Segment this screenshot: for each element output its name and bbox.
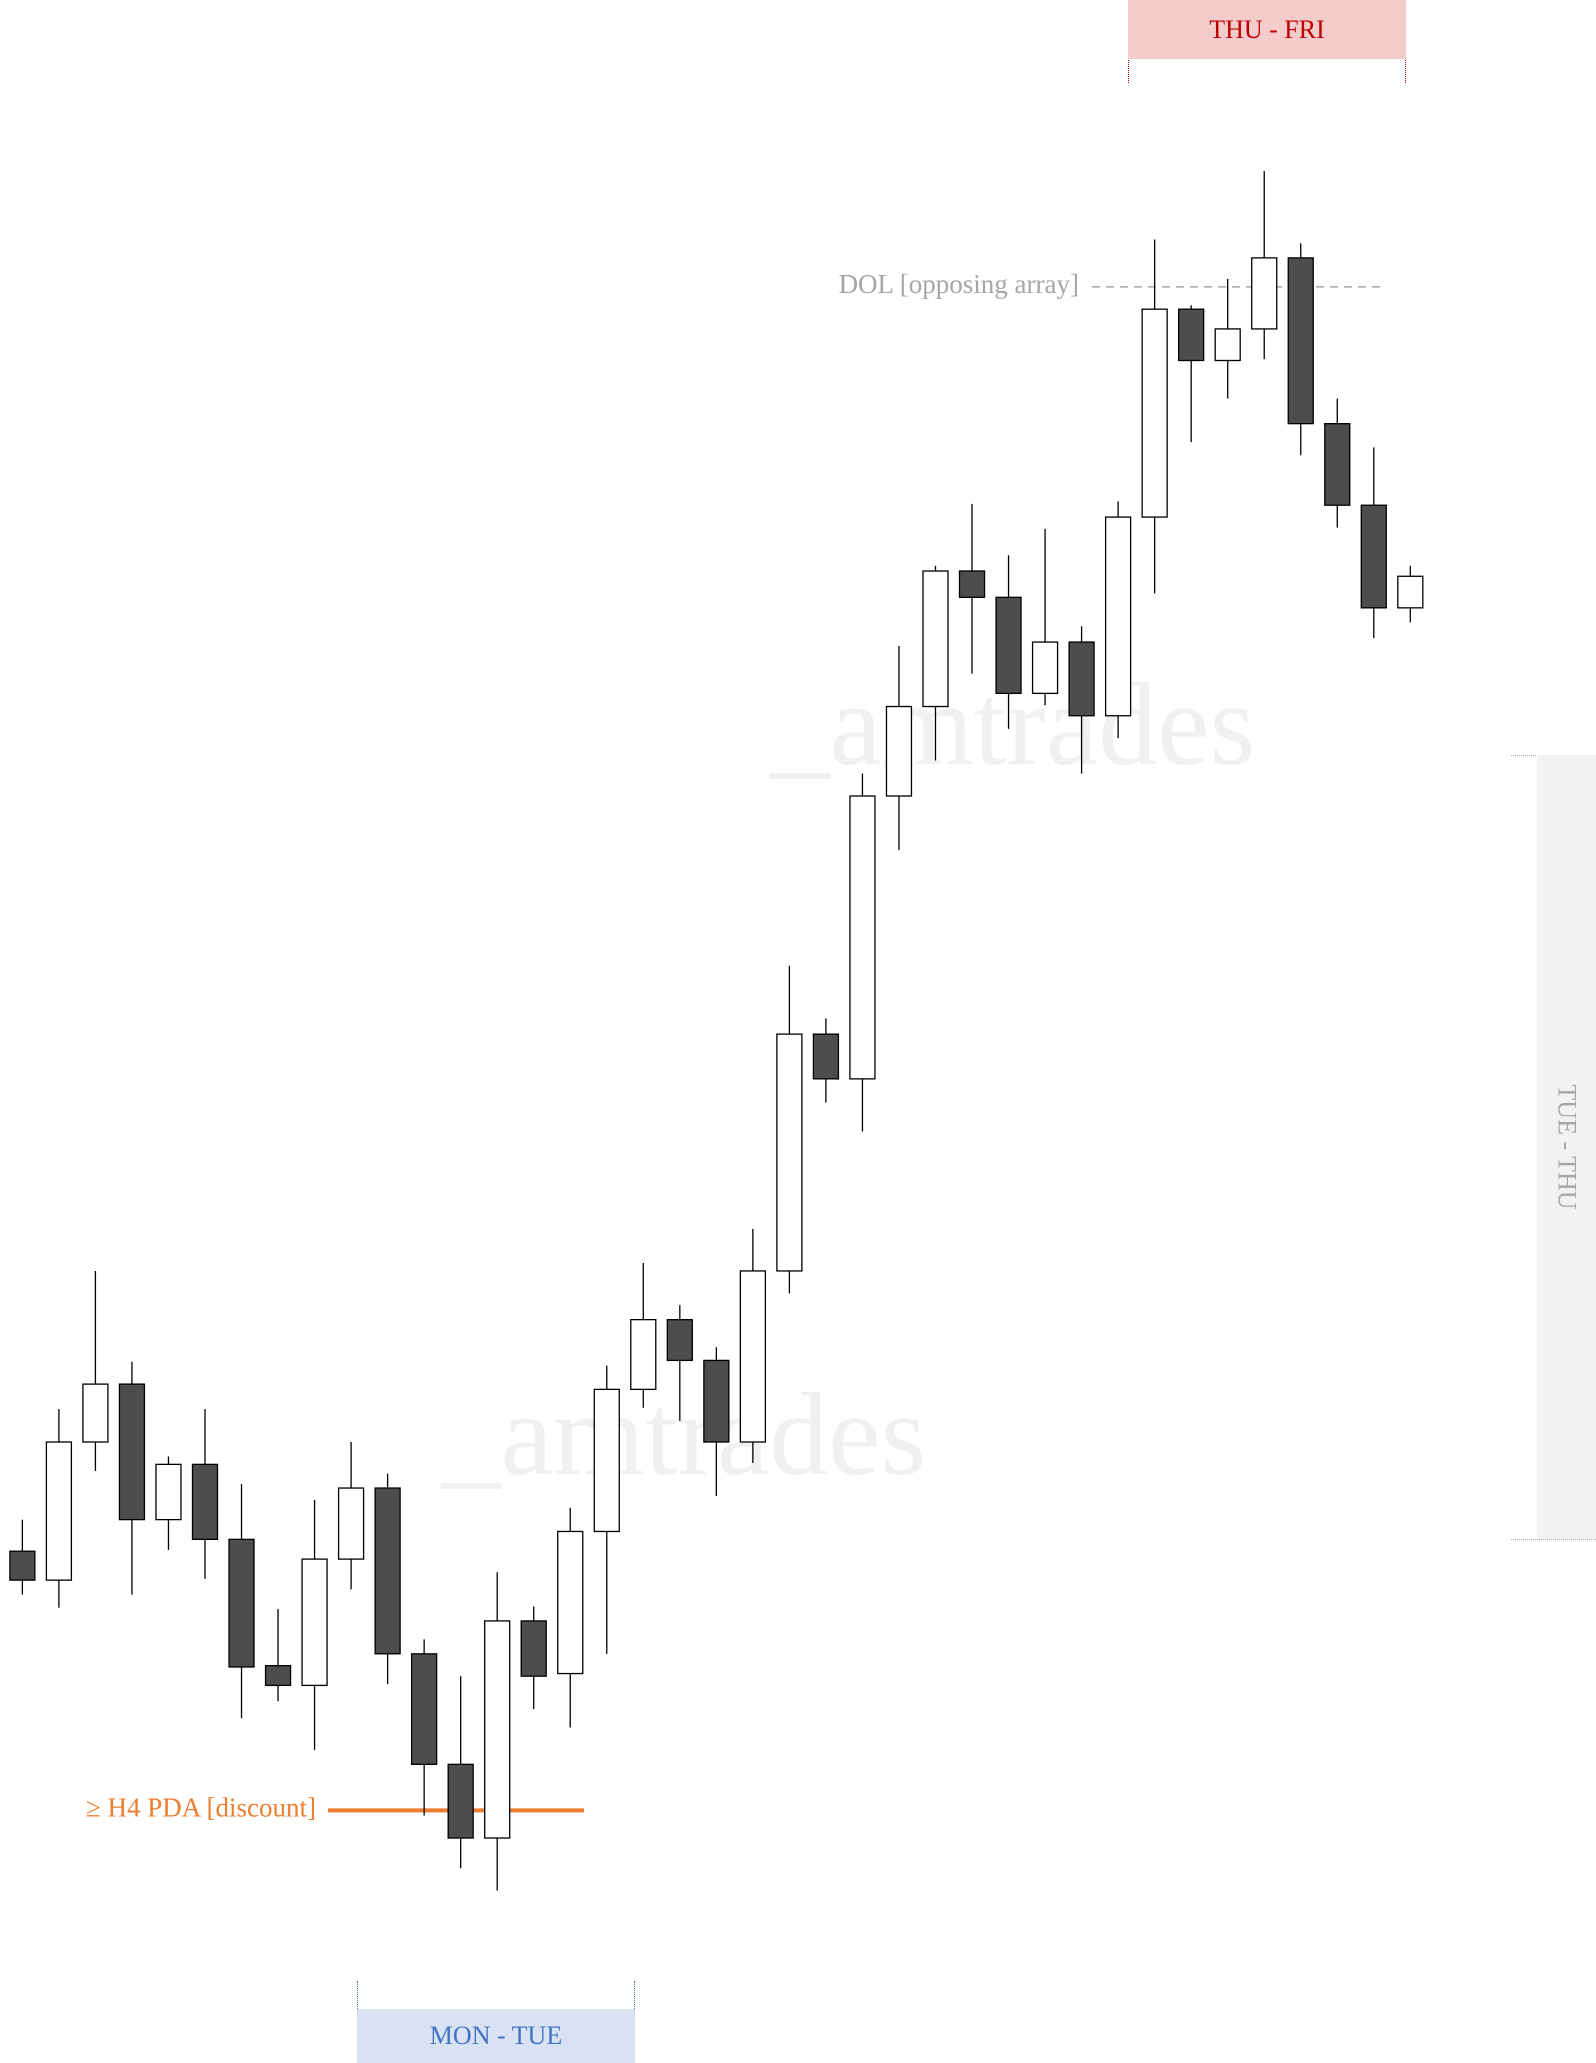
candle-body [1214,328,1241,362]
candle-body [1068,641,1095,717]
candle-body [337,1487,365,1560]
candle-body [849,795,876,1080]
candle-body [1324,423,1351,506]
candle-body [1397,575,1424,609]
candle-body [410,1653,438,1765]
candle-body [1104,516,1132,717]
candle-body [812,1033,840,1080]
candle-body [1251,257,1278,330]
candle-body [264,1665,292,1687]
candle-body [1360,504,1387,609]
candle-body [484,1620,511,1839]
level-label: DOL [opposing array] [839,269,1079,299]
candle-body [1287,257,1314,425]
candle-body [520,1620,547,1677]
candle-body [593,1388,620,1533]
zone-box: TUE - THU [1537,755,1596,1539]
level-label: ≥ H4 PDA [discount] [86,1793,316,1823]
candle-body [885,705,913,797]
watermark: _amtrades [441,1369,927,1500]
zone-label: TUE - THU [1552,1084,1582,1210]
candle-body [557,1530,584,1675]
zone-label: MON - TUE [357,2009,635,2063]
candle-body [922,570,949,708]
candle-body [739,1270,767,1443]
candle-body [995,596,1022,695]
candle-body [82,1383,109,1443]
candle-body [191,1463,219,1541]
candle-body [1141,308,1168,518]
candle-body [958,570,986,598]
candle-body [118,1383,146,1521]
candle-body [447,1763,474,1839]
zone-edge [1511,1539,1596,1540]
candle-body [630,1318,657,1391]
candle-body [9,1550,36,1581]
candle-body [374,1487,401,1655]
candle-body [228,1538,255,1668]
candle-body [1031,641,1059,695]
candle-body [45,1441,73,1581]
candle-body [776,1033,803,1272]
candle-body [301,1558,328,1687]
candle-body [666,1318,693,1362]
candle-body [155,1463,182,1521]
zone-label: THU - FRI [1128,0,1406,59]
candle-body [1178,308,1205,362]
candle-body [703,1359,730,1443]
